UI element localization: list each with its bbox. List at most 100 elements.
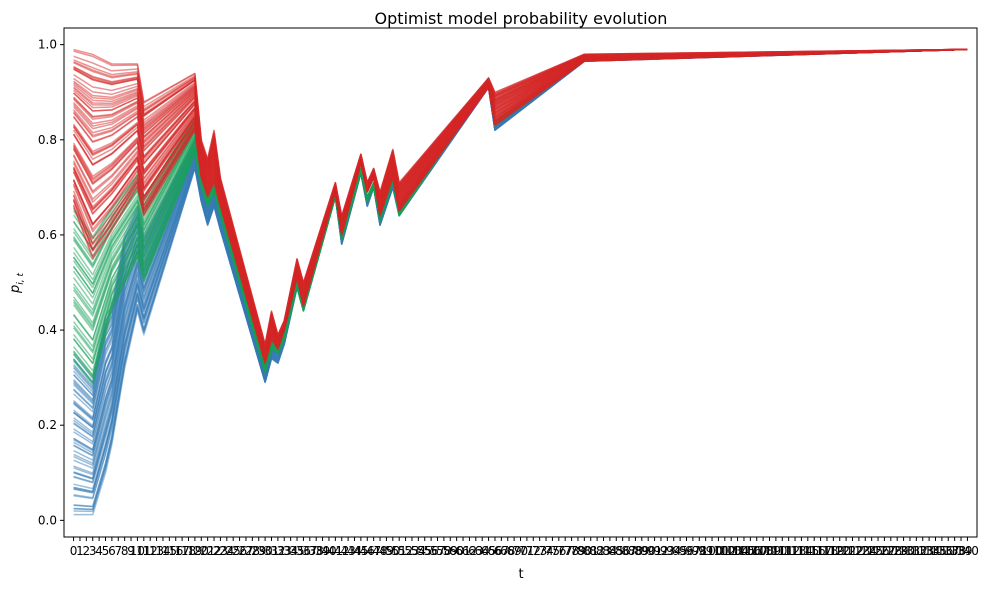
x-tick-label: 56 [423, 544, 438, 558]
x-tick-label: 47 [366, 544, 381, 558]
x-tick-label: 1 [76, 544, 84, 558]
x-tick-label: 54 [411, 544, 426, 558]
x-tick-label: 71 [519, 544, 534, 558]
y-tick-label: 0.4 [38, 323, 57, 337]
x-tick-label: 18 [181, 544, 196, 558]
x-tick-label: 80 [577, 544, 592, 558]
x-tick-label: 122 [841, 544, 864, 558]
x-tick-label: 77 [558, 544, 573, 558]
x-tick-label: 17 [174, 544, 189, 558]
series-line [73, 48, 968, 451]
x-tick-label: 109 [758, 544, 781, 558]
x-tick-label: 26 [232, 544, 247, 558]
x-tick-label: 43 [340, 544, 355, 558]
x-tick-label: 35 [289, 544, 304, 558]
x-tick-label: 115 [796, 544, 819, 558]
x-tick-label: 116 [803, 544, 826, 558]
series-line [73, 48, 968, 493]
series-line [73, 48, 968, 474]
x-tick-label: 46 [360, 544, 375, 558]
x-tick-label: 97 [685, 544, 700, 558]
x-tick-label: 3 [89, 544, 97, 558]
series-line [73, 48, 968, 346]
x-tick-label: 68 [500, 544, 515, 558]
x-tick-label: 118 [816, 544, 839, 558]
x-tick-label: 53 [404, 544, 419, 558]
y-axis-label: pi, t [8, 273, 26, 294]
y-tick-label: 0.0 [38, 513, 57, 527]
y-axis: 0.0 0.2 0.4 0.6 0.8 1.0 [38, 38, 64, 527]
x-tick-label: 23 [213, 544, 228, 558]
x-tick-label: 100 [701, 544, 724, 558]
x-tick-label: 14 [155, 544, 170, 558]
x-tick-label: 2 [83, 544, 91, 558]
x-tick-label: 85 [609, 544, 624, 558]
series-line [73, 48, 968, 467]
x-tick-label: 66 [487, 544, 502, 558]
x-tick-label: 13 [149, 544, 164, 558]
x-tick-label: 69 [506, 544, 521, 558]
x-tick-label: 73 [532, 544, 547, 558]
x-tick-label: 108 [752, 544, 775, 558]
x-tick-label: 120 [828, 544, 851, 558]
x-tick-label: 131 [899, 544, 922, 558]
x-tick-label: 87 [621, 544, 636, 558]
x-tick-label: 19 [187, 544, 202, 558]
x-tick-label: 124 [854, 544, 877, 558]
series-line [73, 48, 968, 494]
y-axis-label-sub: i, t [16, 273, 26, 285]
x-axis-label: t [518, 567, 523, 582]
x-tick-label: 70 [513, 544, 528, 558]
x-tick-label: 119 [822, 544, 845, 558]
x-tick-label: 45 [353, 544, 368, 558]
x-tick-label: 57 [430, 544, 445, 558]
y-axis-label-main: p [8, 285, 23, 294]
x-tick-label: 58 [436, 544, 451, 558]
x-tick-label: 90 [641, 544, 656, 558]
x-tick-label: 137 [937, 544, 960, 558]
x-tick-label: 65 [481, 544, 496, 558]
x-tick-label: 50 [385, 544, 400, 558]
x-tick-label: 62 [462, 544, 477, 558]
x-tick-label: 34 [283, 544, 298, 558]
x-tick-label: 127 [873, 544, 896, 558]
x-tick-label: 76 [551, 544, 566, 558]
series-line [73, 48, 968, 476]
x-tick-label: 121 [835, 544, 858, 558]
x-tick-label: 41 [328, 544, 343, 558]
x-tick-label: 37 [302, 544, 317, 558]
x-tick-label: 132 [905, 544, 928, 558]
y-tick-label: 1.0 [38, 38, 57, 52]
x-tick-label: 21 [200, 544, 215, 558]
x-tick-label: 51 [392, 544, 407, 558]
y-tick-label: 0.8 [38, 133, 57, 147]
x-tick-label: 81 [583, 544, 598, 558]
x-tick-label: 83 [596, 544, 611, 558]
series-line [73, 48, 968, 494]
x-tick-label: 133 [911, 544, 934, 558]
x-tick-label: 74 [538, 544, 553, 558]
x-tick-label: 111 [771, 544, 794, 558]
x-tick-label: 32 [270, 544, 285, 558]
x-tick-label: 138 [943, 544, 966, 558]
x-tick-label: 55 [417, 544, 432, 558]
x-tick-label: 94 [666, 544, 681, 558]
x-tick-label: 117 [809, 544, 832, 558]
x-tick-label: 16 [168, 544, 183, 558]
x-tick-label: 101 [707, 544, 730, 558]
x-tick-label: 61 [455, 544, 470, 558]
series-line [73, 48, 968, 511]
x-tick-label: 42 [334, 544, 349, 558]
x-tick-label: 10 [130, 544, 145, 558]
series-line [73, 48, 968, 484]
series-line [73, 48, 968, 480]
x-tick-label: 49 [379, 544, 394, 558]
x-tick-label: 31 [264, 544, 279, 558]
x-tick-label: 105 [733, 544, 756, 558]
x-tick-label: 72 [526, 544, 541, 558]
x-tick-label: 52 [398, 544, 413, 558]
x-tick-label: 33 [277, 544, 292, 558]
x-tick-label: 9 [127, 544, 135, 558]
x-tick-label: 89 [634, 544, 649, 558]
